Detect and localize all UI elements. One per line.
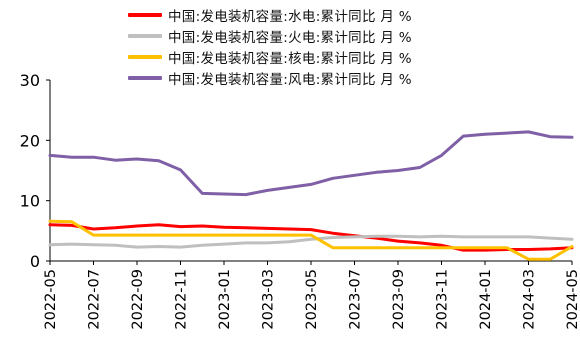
series-line-thermal [48, 234, 574, 249]
x-tick-label: 2022-05 [43, 269, 59, 330]
legend-item-wind: 中国:发电装机容量:风电:累计同比 月 % [128, 67, 412, 88]
legend-label-nuclear: 中国:发电装机容量:核电:累计同比 月 % [168, 50, 412, 67]
legend-swatch-hydro [128, 12, 162, 17]
y-tick-label: 20 [20, 131, 40, 150]
x-tick-label: 2024-05 [565, 269, 580, 330]
x-tick-label: 2023-11 [435, 269, 451, 330]
legend-label-hydro: 中国:发电装机容量:水电:累计同比 月 % [168, 8, 412, 25]
x-tick-label: 2022-11 [174, 269, 190, 330]
y-tick-labels: 0 10 20 30 [20, 71, 50, 271]
series-line-nuclear [48, 219, 574, 261]
legend-swatch-nuclear [128, 54, 162, 59]
x-tick-label: 2023-09 [391, 269, 407, 330]
legend-label-thermal: 中国:发电装机容量:火电:累计同比 月 % [168, 29, 412, 46]
x-tick-label: 2024-03 [522, 269, 538, 330]
x-tick-label: 2023-01 [217, 269, 233, 330]
y-tick-label: 30 [20, 71, 40, 90]
legend-swatch-wind [128, 75, 162, 80]
y-tick-label: 0 [30, 252, 40, 271]
x-tick-label: 2022-07 [87, 269, 103, 330]
chart-series-lines [48, 130, 574, 261]
legend-item-thermal: 中国:发电装机容量:火电:累计同比 月 % [128, 25, 412, 46]
chart-legend: 中国:发电装机容量:水电:累计同比 月 % 中国:发电装机容量:火电:累计同比 … [128, 4, 412, 88]
series-line-wind [48, 130, 574, 197]
legend-label-wind: 中国:发电装机容量:风电:累计同比 月 % [168, 71, 412, 88]
y-tick-label: 10 [20, 192, 40, 211]
legend-item-hydro: 中国:发电装机容量:水电:累计同比 月 % [128, 4, 412, 25]
legend-item-nuclear: 中国:发电装机容量:核电:累计同比 月 % [128, 46, 412, 67]
legend-swatch-thermal [128, 33, 162, 38]
x-tick-label: 2023-07 [348, 269, 364, 330]
x-tick-label: 2022-09 [130, 269, 146, 330]
x-tick-labels: 2022-05 2022-07 2022-09 2022-11 2023-01 2023-… [43, 261, 580, 330]
x-tick-label: 2023-05 [304, 269, 320, 330]
series-line-hydro [48, 223, 574, 252]
x-tick-label: 2023-03 [261, 269, 277, 330]
x-tick-label: 2024-01 [478, 269, 494, 330]
